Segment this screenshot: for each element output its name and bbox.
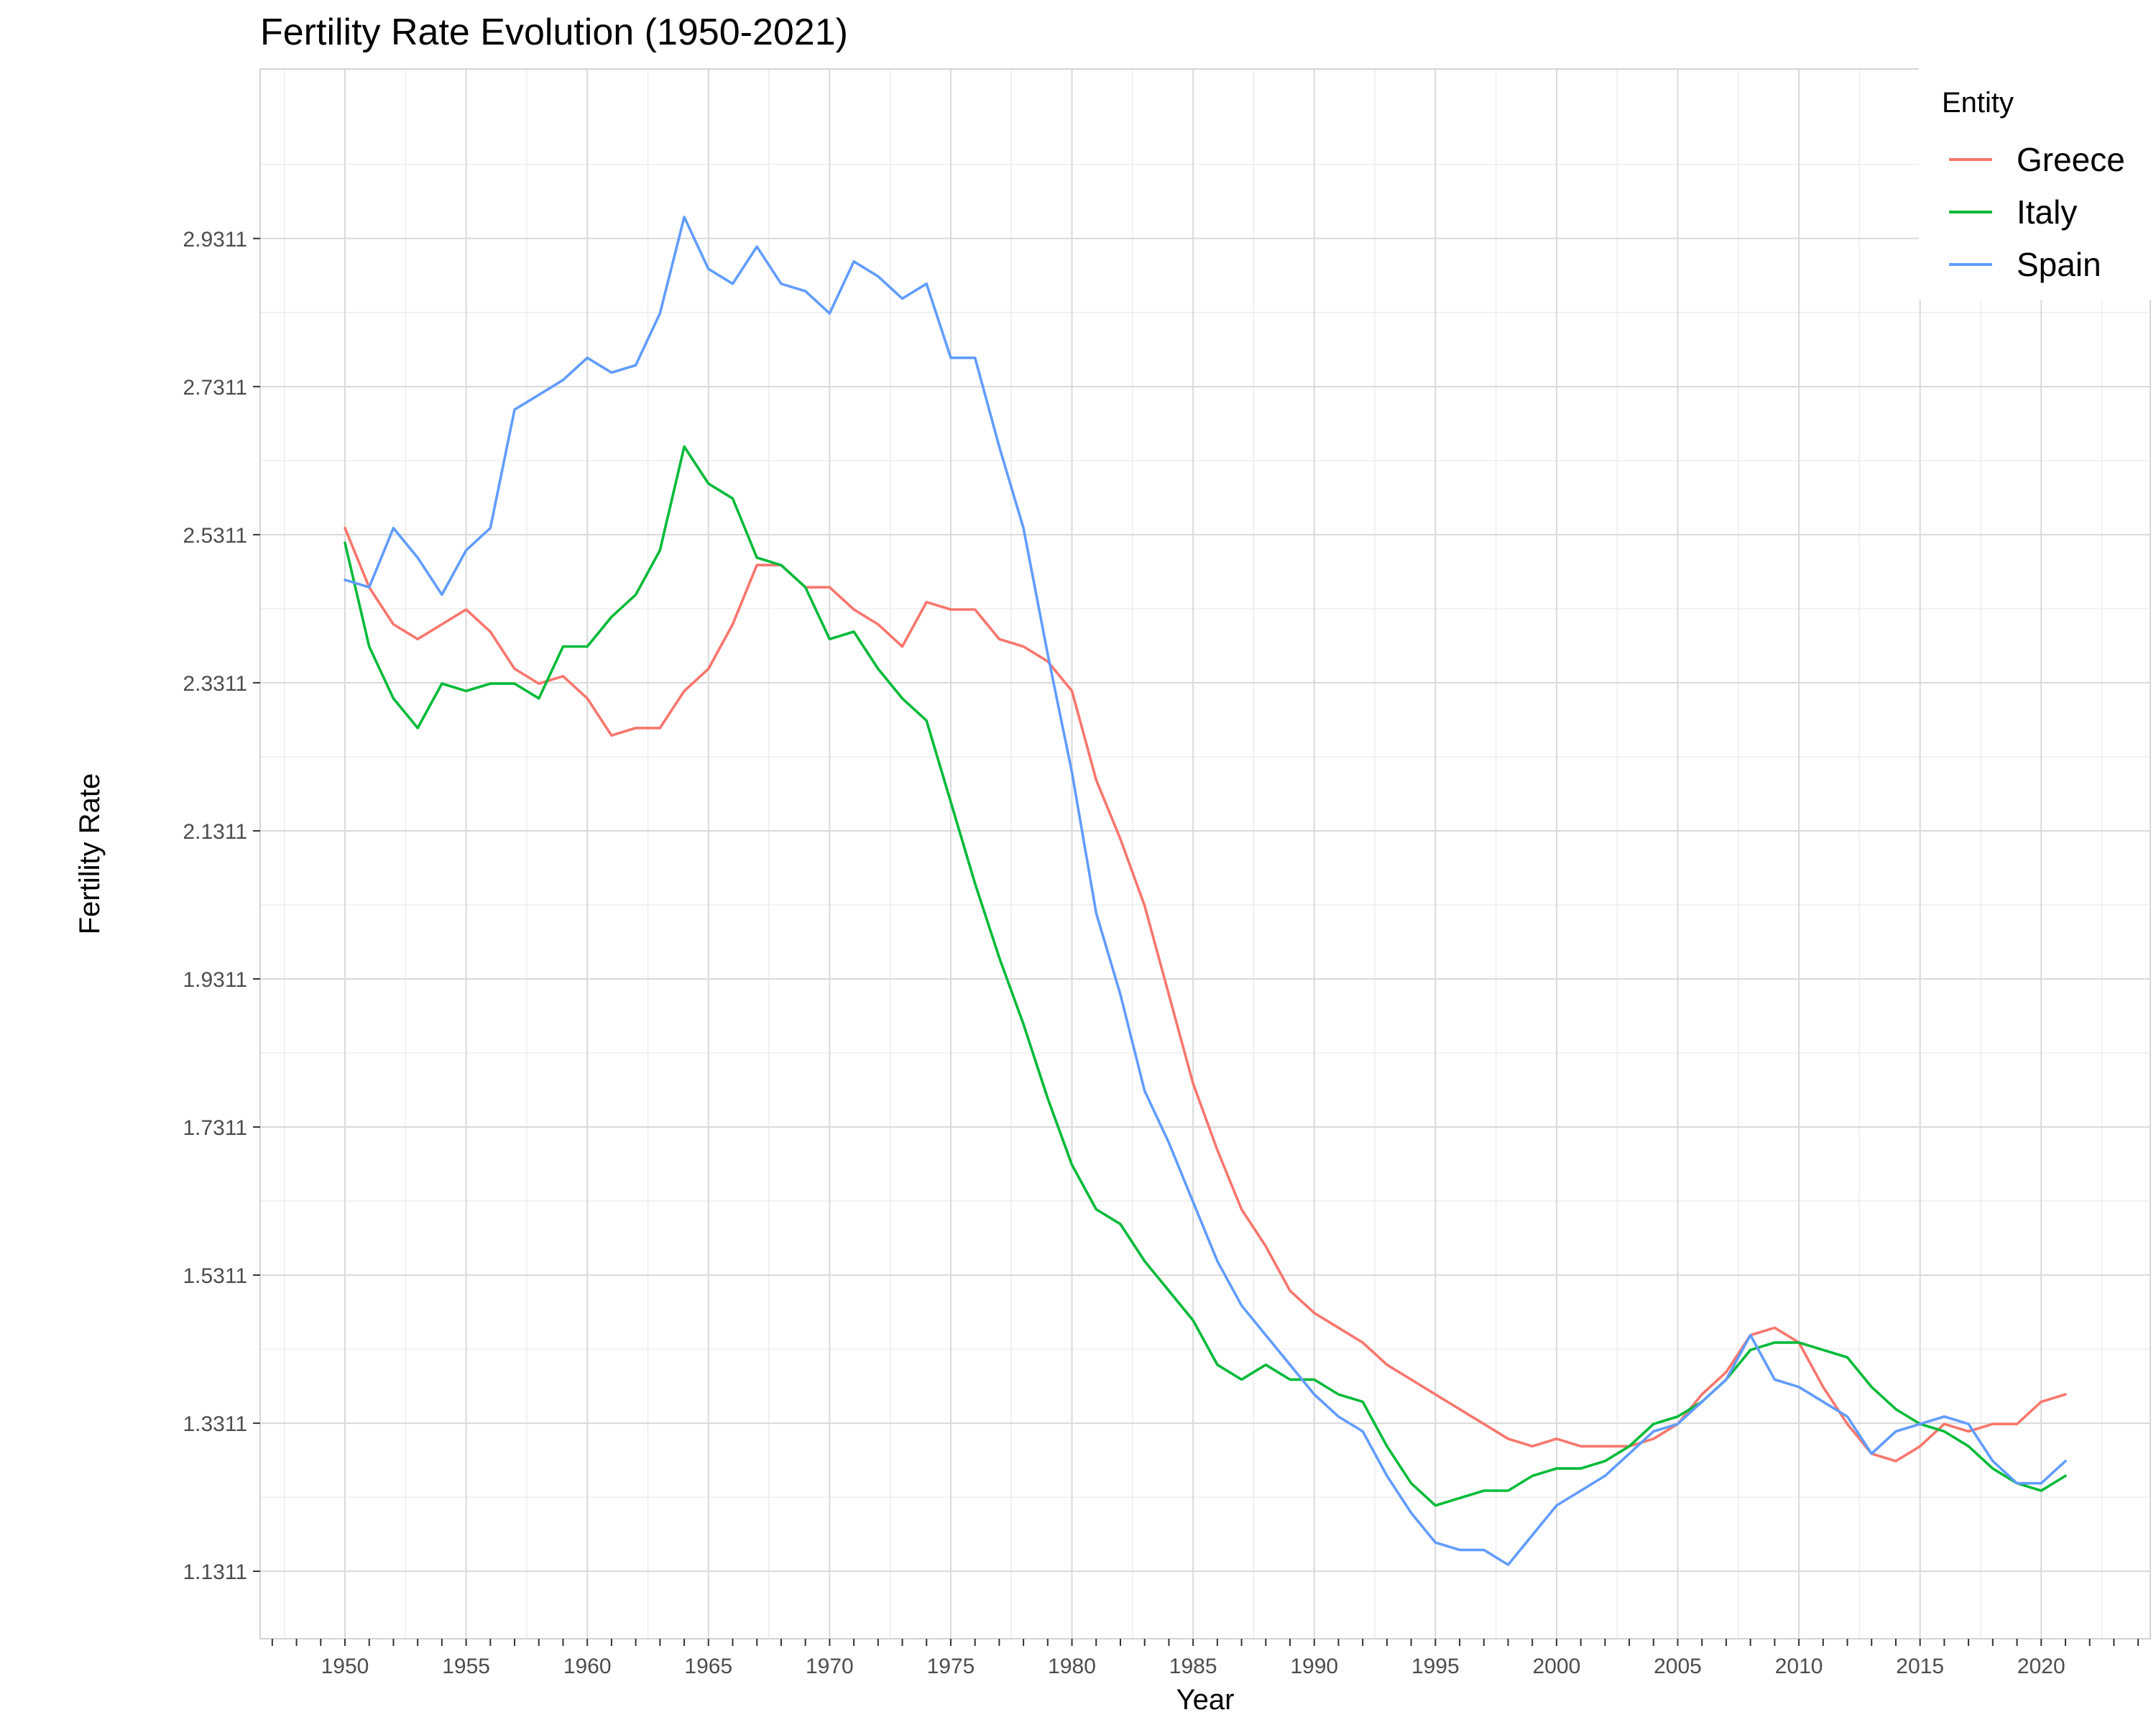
y-tick-label: 1.1311 bbox=[183, 1560, 247, 1584]
x-tick-label: 1965 bbox=[684, 1655, 732, 1678]
y-tick-label: 2.9311 bbox=[183, 228, 247, 252]
x-tick-label: 1985 bbox=[1169, 1655, 1217, 1678]
x-axis-title: Year bbox=[1176, 1684, 1235, 1716]
y-axis: 1.1311 1.3311 1.5311 1.7311 1.9311 2.1311 2.33… bbox=[183, 228, 260, 1584]
gridlines bbox=[260, 69, 2150, 1639]
x-tick-label: 1975 bbox=[927, 1655, 975, 1678]
legend: Entity Greece Italy Spain bbox=[1919, 63, 2156, 300]
x-tick-label: 1990 bbox=[1290, 1655, 1338, 1678]
y-tick-label: 2.3311 bbox=[183, 672, 247, 696]
series-line-spain bbox=[344, 216, 2067, 1566]
legend-title: Entity bbox=[1942, 87, 2014, 119]
y-tick-label: 2.5311 bbox=[183, 524, 247, 548]
x-tick-label: 1980 bbox=[1048, 1655, 1096, 1678]
x-tick-label: 2000 bbox=[1533, 1655, 1581, 1678]
y-tick-label: 2.1311 bbox=[183, 820, 247, 844]
x-axis: 1950 1955 1960 1965 1970 1975 1980 1985 1990 1995… bbox=[271, 1639, 2139, 1678]
legend-label-italy: Italy bbox=[2017, 193, 2077, 231]
y-tick-label: 2.7311 bbox=[183, 376, 247, 400]
legend-items: Greece Italy Spain bbox=[1949, 141, 2125, 283]
y-tick-label: 1.3311 bbox=[183, 1412, 247, 1436]
x-tick-label: 1995 bbox=[1411, 1655, 1460, 1678]
legend-background bbox=[1919, 63, 2156, 300]
x-tick-label: 2020 bbox=[2017, 1655, 2065, 1678]
chart-title: Fertility Rate Evolution (1950-2021) bbox=[260, 12, 848, 53]
y-axis-title: Fertility Rate bbox=[74, 773, 106, 935]
x-tick-label: 2015 bbox=[1896, 1655, 1944, 1678]
series-lines bbox=[344, 216, 2067, 1566]
x-tick-label: 2010 bbox=[1775, 1655, 1823, 1678]
series-line-italy bbox=[344, 445, 2067, 1507]
legend-label-greece: Greece bbox=[2017, 141, 2125, 178]
x-tick-label: 2005 bbox=[1654, 1655, 1702, 1678]
legend-label-spain: Spain bbox=[2017, 246, 2101, 283]
x-tick-label: 1955 bbox=[442, 1655, 490, 1678]
x-tick-label: 1950 bbox=[321, 1655, 369, 1678]
y-tick-label: 1.7311 bbox=[183, 1116, 247, 1140]
plot-border bbox=[259, 68, 2151, 1639]
x-tick-label: 1960 bbox=[563, 1655, 612, 1678]
x-tick-label: 1970 bbox=[806, 1655, 854, 1678]
series-line-greece bbox=[344, 526, 2067, 1463]
y-tick-label: 1.9311 bbox=[183, 968, 247, 992]
y-tick-label: 1.5311 bbox=[183, 1264, 247, 1288]
